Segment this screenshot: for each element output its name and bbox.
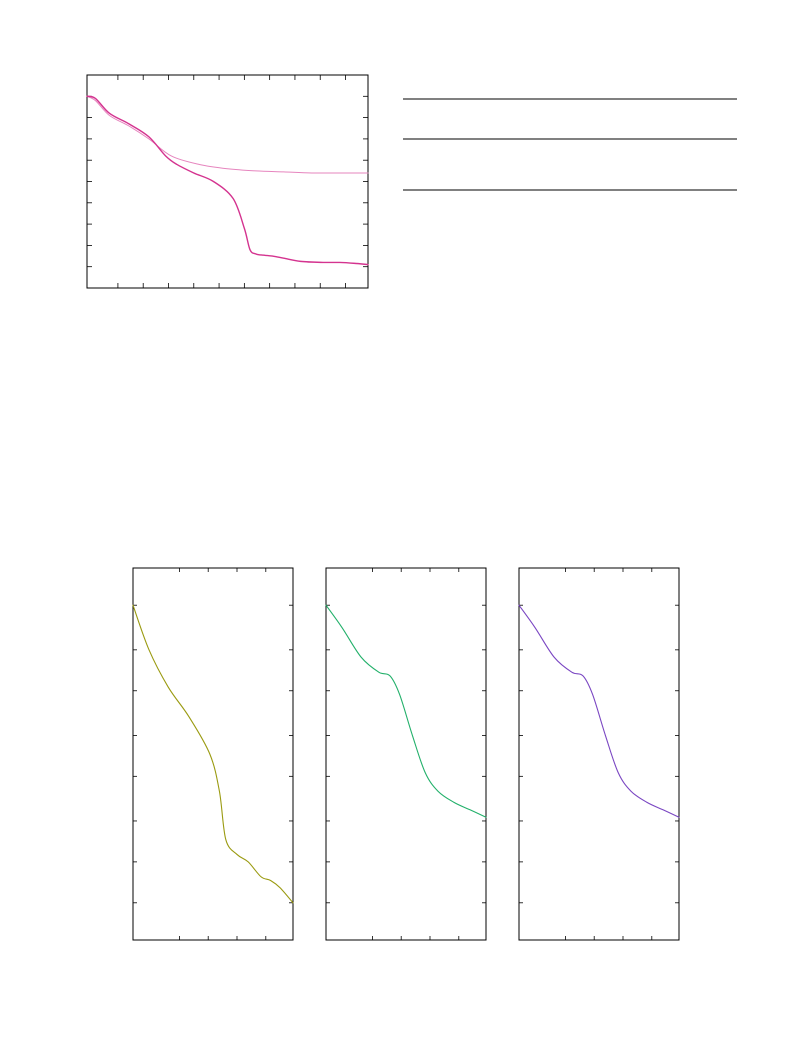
plot-frame bbox=[325, 567, 487, 941]
series-line-2 bbox=[86, 95, 369, 266]
chart-panel-bottom-3 bbox=[518, 567, 680, 941]
chart-panel-bottom-2 bbox=[325, 567, 487, 941]
series-line-1 bbox=[86, 95, 369, 174]
plot-frame bbox=[518, 567, 680, 941]
series-line-1 bbox=[518, 604, 680, 818]
chart-panel-top bbox=[86, 74, 369, 289]
chart-panel-bottom-1 bbox=[132, 567, 294, 941]
series-line-1 bbox=[325, 604, 487, 818]
plot-frame bbox=[86, 74, 369, 289]
legend-table bbox=[403, 98, 737, 191]
chart-panels bbox=[86, 74, 680, 941]
plot-frame bbox=[132, 567, 294, 941]
series-line-1 bbox=[132, 604, 294, 904]
